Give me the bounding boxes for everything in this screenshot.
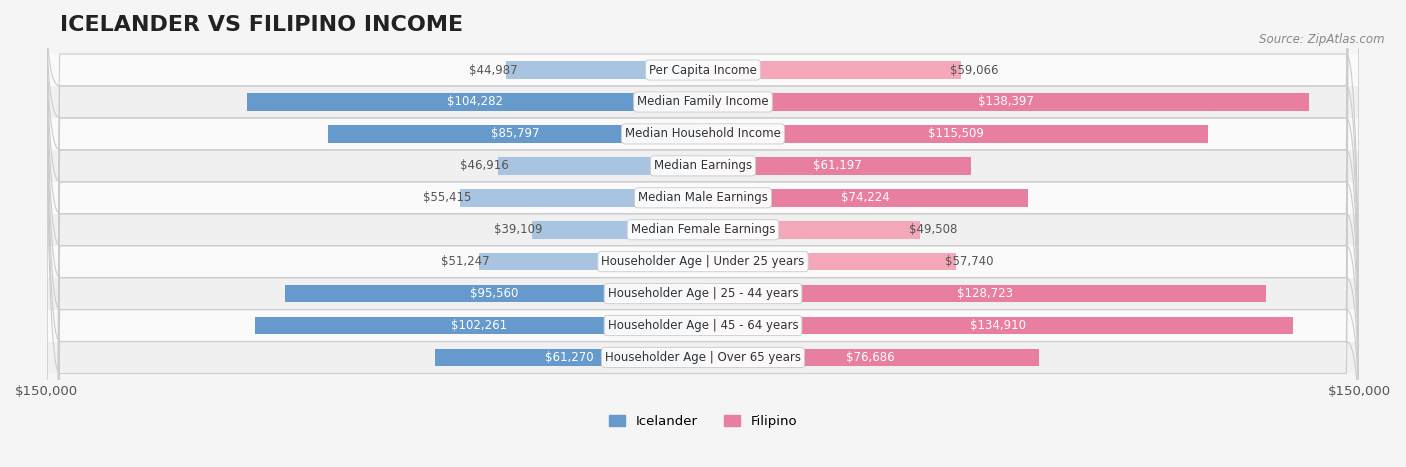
Bar bbox=[46, 278, 1360, 310]
Text: $85,797: $85,797 bbox=[491, 127, 540, 141]
Bar bbox=[461, 189, 703, 206]
Bar bbox=[703, 349, 1039, 366]
Bar bbox=[703, 189, 1028, 206]
Bar bbox=[328, 125, 703, 143]
Bar bbox=[46, 86, 1360, 118]
Bar bbox=[46, 54, 1360, 86]
Bar bbox=[703, 221, 920, 239]
Text: Householder Age | Under 25 years: Householder Age | Under 25 years bbox=[602, 255, 804, 268]
Bar bbox=[246, 93, 703, 111]
Text: $128,723: $128,723 bbox=[956, 287, 1012, 300]
Text: Median Family Income: Median Family Income bbox=[637, 95, 769, 108]
Text: $76,686: $76,686 bbox=[846, 351, 896, 364]
Text: $61,270: $61,270 bbox=[544, 351, 593, 364]
Text: Median Household Income: Median Household Income bbox=[626, 127, 780, 141]
Text: $39,109: $39,109 bbox=[495, 223, 543, 236]
Bar bbox=[703, 285, 1267, 303]
Bar bbox=[46, 310, 1360, 341]
Bar bbox=[256, 317, 703, 334]
Bar bbox=[498, 157, 703, 175]
Text: $104,282: $104,282 bbox=[447, 95, 503, 108]
Bar bbox=[285, 285, 703, 303]
Bar bbox=[703, 61, 962, 79]
Legend: Icelander, Filipino: Icelander, Filipino bbox=[603, 410, 803, 433]
Text: $95,560: $95,560 bbox=[470, 287, 517, 300]
Text: Householder Age | Over 65 years: Householder Age | Over 65 years bbox=[605, 351, 801, 364]
Text: Median Female Earnings: Median Female Earnings bbox=[631, 223, 775, 236]
Bar bbox=[703, 93, 1309, 111]
Text: $61,197: $61,197 bbox=[813, 159, 862, 172]
Text: $115,509: $115,509 bbox=[928, 127, 984, 141]
Bar bbox=[506, 61, 703, 79]
Text: Householder Age | 25 - 44 years: Householder Age | 25 - 44 years bbox=[607, 287, 799, 300]
Bar bbox=[46, 246, 1360, 278]
Text: Source: ZipAtlas.com: Source: ZipAtlas.com bbox=[1260, 33, 1385, 46]
Bar bbox=[703, 253, 956, 270]
Text: $44,987: $44,987 bbox=[468, 64, 517, 77]
Bar bbox=[531, 221, 703, 239]
Text: ICELANDER VS FILIPINO INCOME: ICELANDER VS FILIPINO INCOME bbox=[59, 15, 463, 35]
Bar bbox=[703, 157, 970, 175]
Text: $51,247: $51,247 bbox=[441, 255, 489, 268]
Text: $134,910: $134,910 bbox=[970, 319, 1026, 332]
Bar bbox=[46, 341, 1360, 374]
Bar bbox=[703, 317, 1294, 334]
Text: $57,740: $57,740 bbox=[945, 255, 993, 268]
Bar bbox=[46, 182, 1360, 214]
Text: $59,066: $59,066 bbox=[950, 64, 998, 77]
Text: $74,224: $74,224 bbox=[841, 191, 890, 204]
Text: Median Male Earnings: Median Male Earnings bbox=[638, 191, 768, 204]
Text: $102,261: $102,261 bbox=[451, 319, 508, 332]
Text: Median Earnings: Median Earnings bbox=[654, 159, 752, 172]
Text: Per Capita Income: Per Capita Income bbox=[650, 64, 756, 77]
Text: $46,916: $46,916 bbox=[460, 159, 509, 172]
Bar bbox=[46, 214, 1360, 246]
Bar bbox=[46, 118, 1360, 150]
Text: Householder Age | 45 - 64 years: Householder Age | 45 - 64 years bbox=[607, 319, 799, 332]
Bar bbox=[434, 349, 703, 366]
Bar bbox=[46, 150, 1360, 182]
Text: $49,508: $49,508 bbox=[908, 223, 957, 236]
Text: $55,415: $55,415 bbox=[423, 191, 471, 204]
Bar bbox=[478, 253, 703, 270]
Text: $138,397: $138,397 bbox=[979, 95, 1033, 108]
Bar bbox=[703, 125, 1209, 143]
